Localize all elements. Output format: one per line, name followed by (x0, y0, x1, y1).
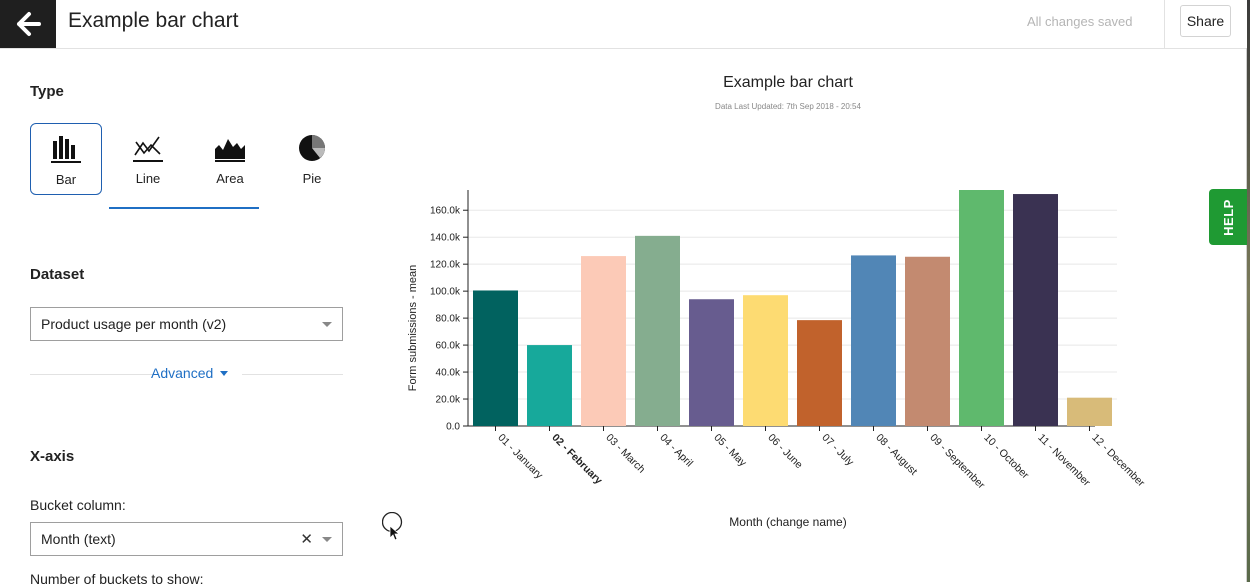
type-option-label: Area (216, 171, 244, 186)
type-option-pie[interactable]: Pie (276, 123, 348, 195)
x-tick-label: 01 - January (495, 432, 545, 482)
type-heading: Type (30, 83, 64, 100)
divider (30, 374, 159, 375)
bucket-column-value: Month (text) (41, 531, 116, 547)
chart-subtitle: Data Last Updated: 7th Sep 2018 - 20:54 (715, 102, 861, 111)
top-bar: Example bar chart All changes saved Shar… (0, 0, 1248, 49)
bar (473, 290, 518, 426)
chart-title: Example bar chart (723, 74, 853, 91)
caret-down-icon (220, 371, 229, 376)
x-tick-label: 07 - July (819, 432, 856, 469)
y-tick-label: 0.0 (446, 422, 460, 433)
x-tick-label: 09 - September (927, 432, 987, 492)
bar (581, 256, 626, 426)
help-label: HELP (1220, 198, 1236, 236)
y-tick-label: 140.0k (430, 233, 461, 244)
bar (689, 299, 734, 426)
divider (1164, 0, 1165, 48)
clear-icon[interactable]: ✕ (300, 531, 313, 548)
x-tick-label: 11 - November (1035, 432, 1092, 489)
help-button[interactable]: HELP (1209, 189, 1247, 245)
advanced-toggle[interactable]: Advanced (151, 365, 229, 381)
type-option-area[interactable]: Area (194, 123, 266, 195)
settings-panel: Type Bar Line Area Pie (0, 49, 374, 587)
y-tick-label: 60.0k (436, 341, 461, 352)
page-title: Example bar chart (68, 9, 239, 32)
x-tick-label: 03 - March (603, 432, 647, 476)
dataset-heading: Dataset (30, 266, 85, 283)
bar-chart-icon (51, 136, 81, 163)
x-tick-label: 02 - February (549, 432, 604, 487)
bar (743, 295, 788, 426)
save-status: All changes saved (1027, 14, 1133, 29)
bucket-column-label: Bucket column: (30, 497, 126, 513)
type-hover-indicator (109, 207, 259, 209)
area-chart-icon (215, 139, 245, 162)
x-tick-label: 08 - August (873, 432, 919, 478)
dataset-select-value: Product usage per month (v2) (41, 316, 227, 332)
y-tick-label: 160.0k (430, 206, 461, 217)
chevron-down-icon (322, 322, 332, 327)
back-arrow-icon (17, 12, 41, 36)
type-option-label: Pie (302, 171, 322, 186)
divider (1246, 48, 1247, 582)
x-tick-label: 04 - April (657, 432, 695, 470)
back-button[interactable] (0, 0, 56, 48)
type-option-label: Bar (55, 172, 77, 187)
bar (527, 345, 572, 426)
buckets-count-label: Number of buckets to show: (30, 571, 204, 587)
bar (1067, 397, 1112, 426)
x-tick-label: 12 - December (1089, 432, 1147, 490)
bucket-column-select[interactable]: Month (text) ✕ (30, 522, 343, 556)
x-tick-label: 05 - May (711, 432, 749, 470)
bar (905, 256, 950, 426)
bar (1013, 194, 1058, 426)
x-tick-label: 06 - June (765, 432, 805, 472)
xaxis-heading: X-axis (30, 448, 75, 465)
line-chart-icon (133, 136, 163, 162)
y-tick-label: 20.0k (436, 395, 461, 406)
x-tick-label: 10 - October (981, 432, 1031, 482)
y-tick-label: 100.0k (430, 287, 461, 298)
dataset-select[interactable]: Product usage per month (v2) (30, 307, 343, 341)
y-tick-label: 40.0k (436, 368, 461, 379)
divider (242, 374, 343, 375)
type-option-bar[interactable]: Bar (30, 123, 102, 195)
mouse-cursor-icon (381, 511, 404, 545)
y-tick-label: 120.0k (430, 260, 461, 271)
share-button[interactable]: Share (1180, 5, 1231, 37)
y-tick-label: 80.0k (436, 314, 461, 325)
bar (797, 320, 842, 426)
advanced-label: Advanced (151, 365, 214, 381)
chevron-down-icon (322, 537, 332, 542)
y-axis-label: Form submissions - mean (407, 265, 419, 392)
bar (851, 255, 896, 426)
x-axis-label: Month (change name) (729, 515, 846, 529)
bar (635, 235, 680, 426)
background-strip (1247, 0, 1250, 582)
pie-chart-icon (299, 135, 325, 161)
bar (959, 190, 1004, 426)
type-option-line[interactable]: Line (112, 123, 184, 195)
type-option-label: Line (135, 171, 161, 186)
